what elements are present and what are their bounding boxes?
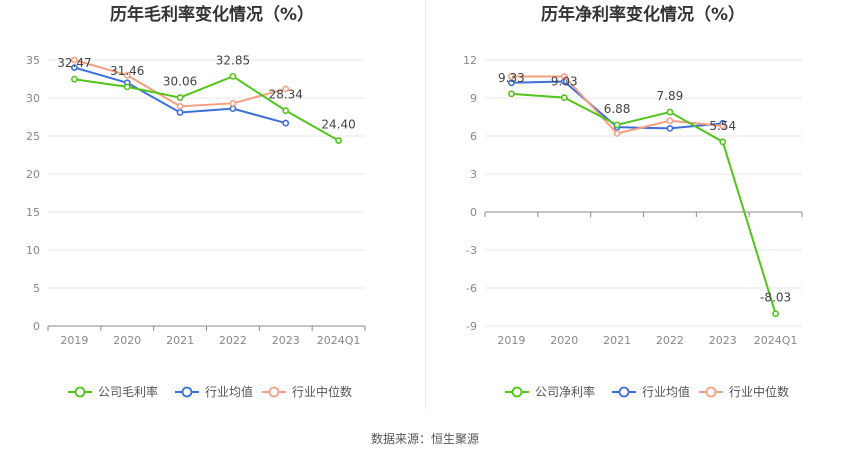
gross-data-point	[71, 75, 78, 83]
gross-legend-label: 公司毛利率	[98, 384, 158, 399]
gross-x-tick-label: 2024Q1	[317, 334, 361, 347]
net-y-tick-label: -6	[466, 282, 477, 295]
net-x-tick-label: 2022	[656, 334, 684, 347]
gross-y-tick-label: 10	[26, 244, 40, 257]
net-data-point	[508, 73, 515, 80]
net-data-point	[613, 130, 621, 137]
gross-data-point	[71, 56, 78, 64]
net-data-point	[719, 138, 727, 146]
net-legend-label: 公司净利率	[535, 384, 595, 399]
gross-data-label: 24.40	[321, 118, 355, 132]
data-source: 数据来源：恒生聚源	[370, 432, 479, 446]
net-series-line-0	[511, 92, 777, 315]
net-legend-marker	[618, 386, 630, 398]
net-data-point	[719, 122, 727, 130]
gross-y-tick-label: 5	[33, 282, 40, 295]
net-data-label: -8.03	[760, 291, 791, 305]
gross-x-tick-label: 2020	[113, 334, 141, 347]
gross-data-point	[229, 105, 237, 113]
gross-data-point	[282, 85, 290, 93]
net-legend-label: 行业均值	[642, 384, 690, 399]
gross-data-label: 28.34	[269, 88, 303, 102]
net-data-label: 6.88	[604, 102, 631, 116]
gross-x-tick-label: 2022	[219, 334, 247, 347]
net-x-tick-label: 2024Q1	[754, 334, 798, 347]
gross-data-point	[71, 64, 78, 71]
gross-legend-label: 行业均值	[205, 384, 253, 399]
net-y-tick-label: -3	[466, 244, 477, 257]
net-data-label: 7.89	[657, 89, 684, 103]
gross-data-label: 32.85	[216, 53, 250, 67]
gross-data-label: 30.06	[163, 75, 197, 89]
gross-data-point	[229, 72, 237, 80]
net-data-point	[666, 124, 674, 132]
gross-data-point	[176, 94, 184, 101]
net-data-point	[666, 117, 674, 125]
net-y-tick-label: 0	[470, 206, 477, 219]
gross-data-point	[176, 102, 184, 110]
gross-x-tick-label: 2019	[60, 334, 88, 347]
net-data-point	[772, 310, 779, 318]
gross-legend-label: 行业中位数	[292, 384, 352, 399]
net-y-tick-label: 9	[470, 92, 477, 105]
gross-legend-marker	[181, 386, 193, 398]
net-y-tick-label: 3	[470, 168, 477, 181]
gross-legend-marker	[268, 386, 280, 398]
gross-y-tick-label: 0	[33, 320, 40, 333]
net-chart-title: 历年净利率变化情况（%）	[541, 4, 745, 25]
net-legend-marker	[511, 386, 523, 398]
gross-data-label: 31.46	[110, 64, 144, 78]
chart-divider	[425, 0, 426, 410]
gross-data-point	[282, 119, 290, 127]
net-y-tick-label: 12	[463, 54, 477, 67]
net-legend-label: 行业中位数	[729, 384, 789, 399]
gross-chart-title: 历年毛利率变化情况（%）	[110, 4, 314, 25]
net-data-point	[560, 73, 568, 80]
gross-data-point	[123, 83, 131, 91]
gross-data-point	[335, 137, 342, 144]
net-data-point	[613, 121, 621, 129]
net-data-label: 9.33	[498, 71, 525, 85]
net-data-label: 5.54	[709, 119, 736, 133]
gross-y-tick-label: 25	[26, 130, 40, 143]
gross-y-tick-label: 30	[26, 92, 40, 105]
net-x-tick-label: 2021	[603, 334, 631, 347]
gross-y-tick-label: 20	[26, 168, 40, 181]
net-data-point	[508, 90, 515, 98]
gross-y-tick-label: 35	[26, 54, 40, 67]
gross-x-tick-label: 2021	[166, 334, 194, 347]
gross-data-point	[229, 99, 237, 107]
gross-legend-marker	[74, 386, 86, 398]
net-data-label: 9.03	[551, 75, 578, 89]
net-data-point	[508, 79, 515, 87]
net-x-tick-label: 2023	[709, 334, 737, 347]
gross-data-point	[282, 107, 290, 115]
gross-y-tick-label: 15	[26, 206, 40, 219]
net-y-tick-label: 6	[470, 130, 477, 143]
net-data-point	[666, 108, 674, 116]
net-legend-marker	[705, 386, 717, 398]
gross-series-line-0	[74, 75, 340, 142]
net-y-tick-label: -9	[466, 320, 477, 333]
net-x-tick-label: 2020	[550, 334, 578, 347]
net-x-tick-label: 2019	[497, 334, 525, 347]
gross-x-tick-label: 2023	[272, 334, 300, 347]
gross-data-label: 32.47	[57, 56, 91, 70]
net-data-point	[560, 94, 568, 102]
gross-data-point	[123, 71, 131, 79]
gross-data-point	[176, 109, 184, 116]
